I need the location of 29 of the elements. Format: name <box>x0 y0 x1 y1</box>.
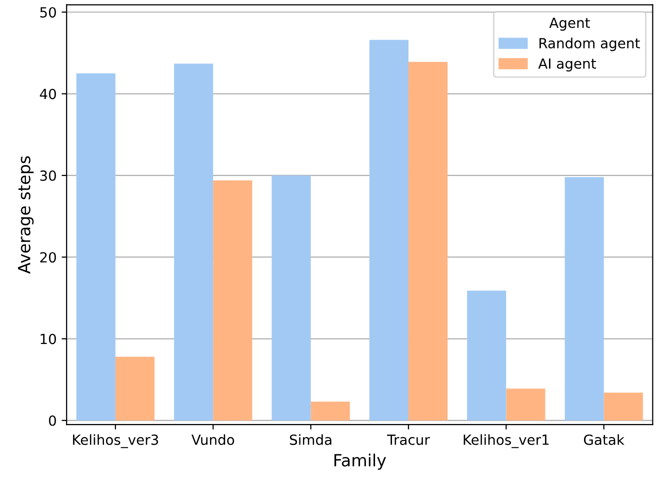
bar <box>604 392 643 420</box>
y-tick-label: 10 <box>40 334 56 344</box>
legend-label: AI agent <box>538 58 596 72</box>
x-tick-label: Kelihos_ver1 <box>464 434 549 448</box>
x-tick-label: Vundo <box>191 434 234 446</box>
x-tick-label: Simda <box>290 434 332 446</box>
bar <box>564 177 604 420</box>
x-tick-label: Tracur <box>387 434 430 446</box>
bar <box>115 356 155 420</box>
x-axis-title: Family <box>334 454 386 470</box>
bar <box>506 388 546 420</box>
x-tick-label: Gatak <box>584 434 624 446</box>
bar <box>369 40 408 420</box>
bar <box>76 73 116 420</box>
legend-title: Agent <box>549 18 590 31</box>
bar <box>467 290 506 420</box>
y-axis-title: Average steps <box>18 156 34 274</box>
y-tick-label: 20 <box>40 252 56 263</box>
y-tick-label: 0 <box>48 415 56 426</box>
y-tick-label: 50 <box>40 7 56 18</box>
bar <box>174 64 214 420</box>
bar <box>213 180 252 420</box>
bar <box>408 62 448 420</box>
legend-label: Random agent <box>540 38 640 52</box>
x-tick-label: Kelihos_ver3 <box>73 434 158 448</box>
y-tick-label: 30 <box>40 170 56 181</box>
bar <box>272 175 311 420</box>
bar <box>310 402 350 420</box>
y-tick-label: 40 <box>40 88 56 100</box>
